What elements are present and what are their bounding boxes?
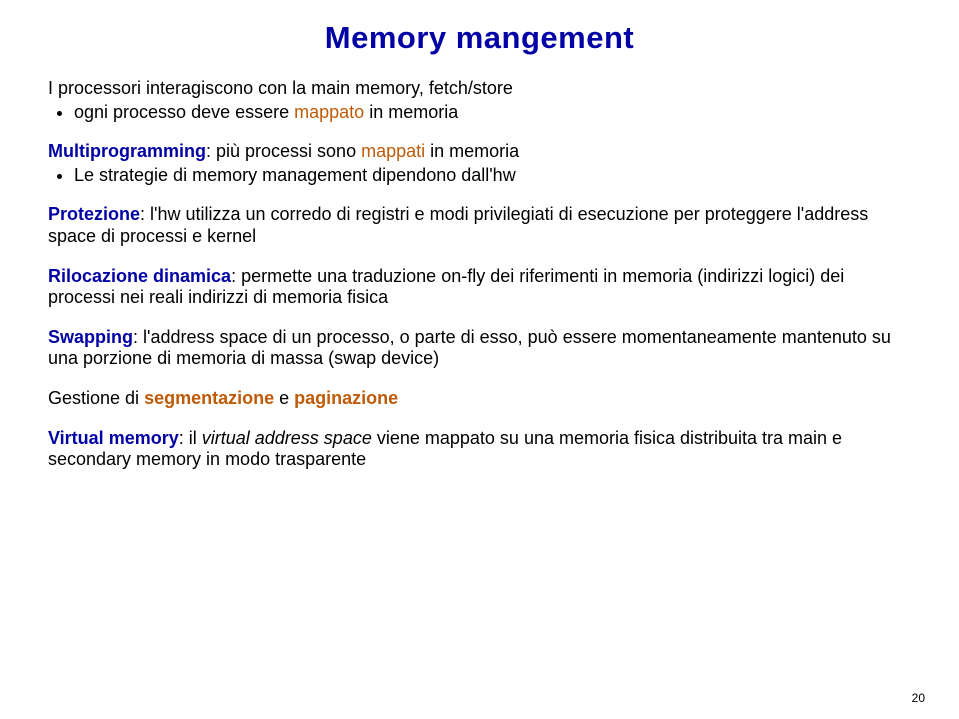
bullet-block: Multiprogramming: più processi sono mapp…: [48, 141, 911, 186]
sub-item: Le strategie di memory management dipend…: [74, 165, 911, 187]
slide: Memory mangement I processori interagisc…: [0, 0, 959, 719]
slide-title: Memory mangement: [48, 20, 911, 56]
lead-keyword: Swapping: [48, 327, 133, 347]
lead-keyword: Virtual memory: [48, 428, 179, 448]
bullet-block: I processori interagiscono con la main m…: [48, 78, 911, 123]
bold-term: paginazione: [294, 388, 398, 408]
bullet-block: Swapping: l'address space di un processo…: [48, 327, 911, 370]
bold-term: segmentazione: [144, 388, 274, 408]
lead-keyword: Multiprogramming: [48, 141, 206, 161]
bullet-block: Virtual memory: il virtual address space…: [48, 428, 911, 471]
bullet-block: Rilocazione dinamica: permette una tradu…: [48, 266, 911, 309]
bullet-lead: I processori interagiscono con la main m…: [48, 78, 911, 100]
sub-list: ogni processo deve essere mappato in mem…: [48, 102, 911, 124]
page-number: 20: [912, 691, 925, 705]
bullet-lead: Protezione: l'hw utilizza un corredo di …: [48, 204, 911, 247]
content: I processori interagiscono con la main m…: [48, 78, 911, 471]
bullet-block: Protezione: l'hw utilizza un corredo di …: [48, 204, 911, 247]
bullet-lead: Gestione di segmentazione e paginazione: [48, 388, 911, 410]
sub-list: Le strategie di memory management dipend…: [48, 165, 911, 187]
bullet-lead: Swapping: l'address space di un processo…: [48, 327, 911, 370]
bullet-lead: Rilocazione dinamica: permette una tradu…: [48, 266, 911, 309]
bullet-block: Gestione di segmentazione e paginazione: [48, 388, 911, 410]
lead-keyword: Protezione: [48, 204, 140, 224]
lead-keyword: Rilocazione dinamica: [48, 266, 231, 286]
bullet-lead: Multiprogramming: più processi sono mapp…: [48, 141, 911, 163]
bullet-lead: Virtual memory: il virtual address space…: [48, 428, 911, 471]
highlight-term: mappato: [294, 102, 364, 122]
italic-term: virtual address space: [202, 428, 372, 448]
sub-item: ogni processo deve essere mappato in mem…: [74, 102, 911, 124]
highlight-term: mappati: [361, 141, 425, 161]
